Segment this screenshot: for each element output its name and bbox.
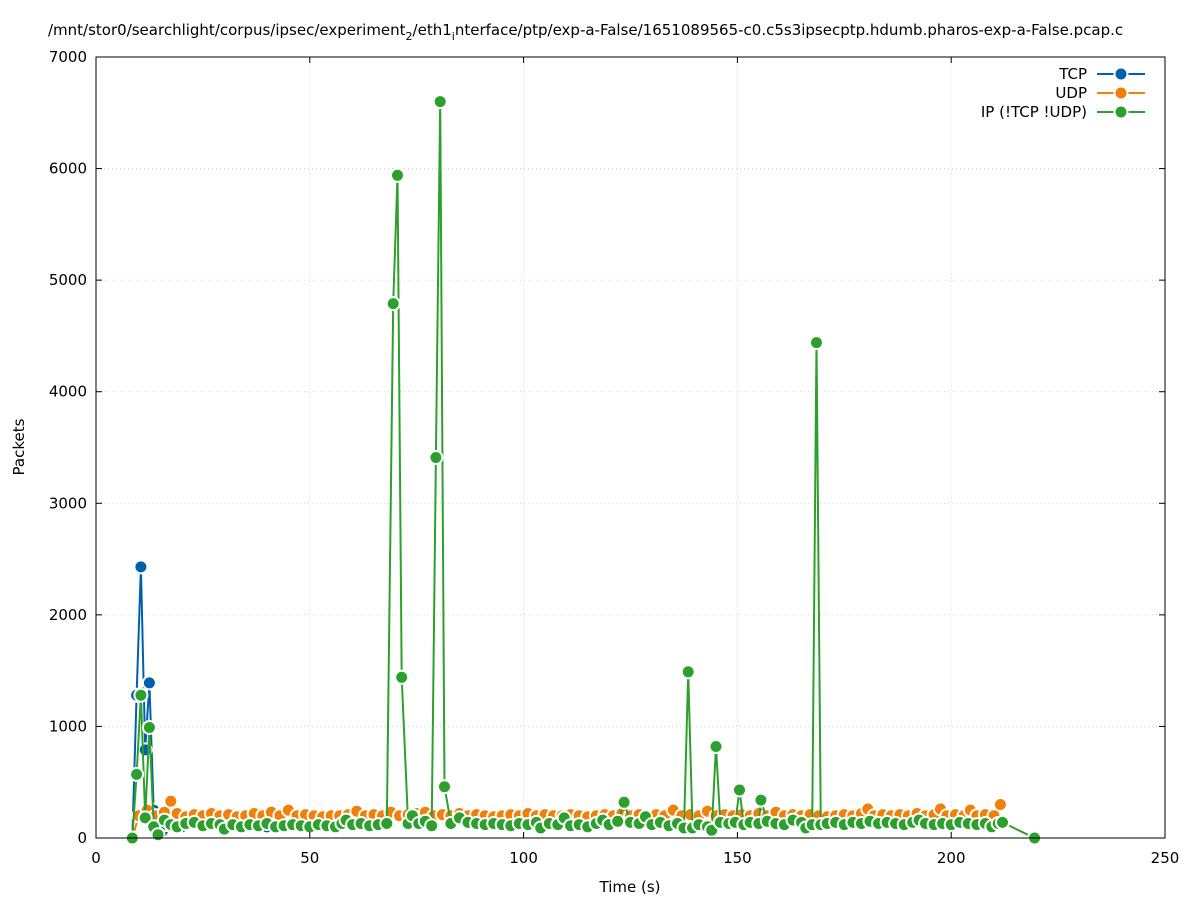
chart-title: /mnt/stor0/searchlight/corpus/ipsec/expe… xyxy=(48,21,1123,43)
data-point xyxy=(437,779,452,795)
data-point xyxy=(133,687,149,703)
y-tick-label: 7000 xyxy=(49,48,87,66)
y-tick-label: 2000 xyxy=(49,606,87,624)
series-layer xyxy=(124,94,1043,846)
x-axis-label: Time (s) xyxy=(599,878,661,896)
x-tick-label: 150 xyxy=(723,849,752,867)
legend-marker xyxy=(1113,85,1129,101)
y-tick-label: 0 xyxy=(77,829,87,847)
data-point xyxy=(995,814,1010,830)
series-line xyxy=(131,100,1036,839)
data-point xyxy=(385,296,401,312)
data-point xyxy=(432,94,448,110)
data-point xyxy=(141,675,157,691)
y-tick-label: 4000 xyxy=(49,383,87,401)
x-tick-label: 200 xyxy=(937,849,966,867)
title-part-2: /eth1 xyxy=(413,21,452,39)
series-0 xyxy=(124,559,339,846)
plot-frame xyxy=(95,56,1166,839)
legend-label: TCP xyxy=(1058,65,1087,83)
x-tick-label: 250 xyxy=(1151,849,1180,867)
data-point xyxy=(424,818,440,834)
data-point xyxy=(394,669,410,685)
data-point xyxy=(992,797,1008,812)
x-tick-label: 50 xyxy=(300,849,319,867)
data-point xyxy=(616,794,632,810)
grid xyxy=(96,57,1165,838)
data-point xyxy=(732,782,747,798)
x-tick-label: 0 xyxy=(91,849,101,867)
x-tick-label: 100 xyxy=(509,849,538,867)
legend-marker xyxy=(1113,104,1129,120)
data-point xyxy=(379,816,395,831)
ticks: 0 50 100 150 200 250 0 1000 2000 3000 4000 5000 6000… xyxy=(49,48,1180,867)
data-point xyxy=(753,792,769,808)
data-point xyxy=(809,335,824,351)
y-tick-label: 5000 xyxy=(49,271,87,289)
title-subscript-2: i xyxy=(452,30,455,43)
title-subscript-1: 2 xyxy=(406,30,413,43)
title-part-1: /mnt/stor0/searchlight/corpus/ipsec/expe… xyxy=(48,21,406,39)
legend-label: UDP xyxy=(1055,84,1087,102)
title-part-3: nterface/ptp/exp-a-False/1651089565-c0.c… xyxy=(455,21,1123,39)
y-tick-label: 3000 xyxy=(49,494,87,512)
series-2 xyxy=(124,94,1043,846)
data-point xyxy=(141,720,157,735)
legend-label: IP (!TCP !UDP) xyxy=(981,103,1087,121)
y-tick-label: 6000 xyxy=(49,160,87,178)
data-point xyxy=(680,664,696,680)
data-point xyxy=(708,739,724,754)
data-point xyxy=(133,559,149,575)
legend-marker xyxy=(1113,66,1129,82)
data-point xyxy=(137,810,153,826)
y-axis-label: Packets xyxy=(10,418,28,475)
data-point xyxy=(428,450,444,465)
data-point xyxy=(129,766,145,782)
data-point xyxy=(163,793,179,809)
y-tick-label: 1000 xyxy=(49,717,87,735)
data-point xyxy=(150,827,166,843)
data-point xyxy=(390,167,405,183)
data-point xyxy=(610,813,626,829)
series-line xyxy=(131,565,332,839)
